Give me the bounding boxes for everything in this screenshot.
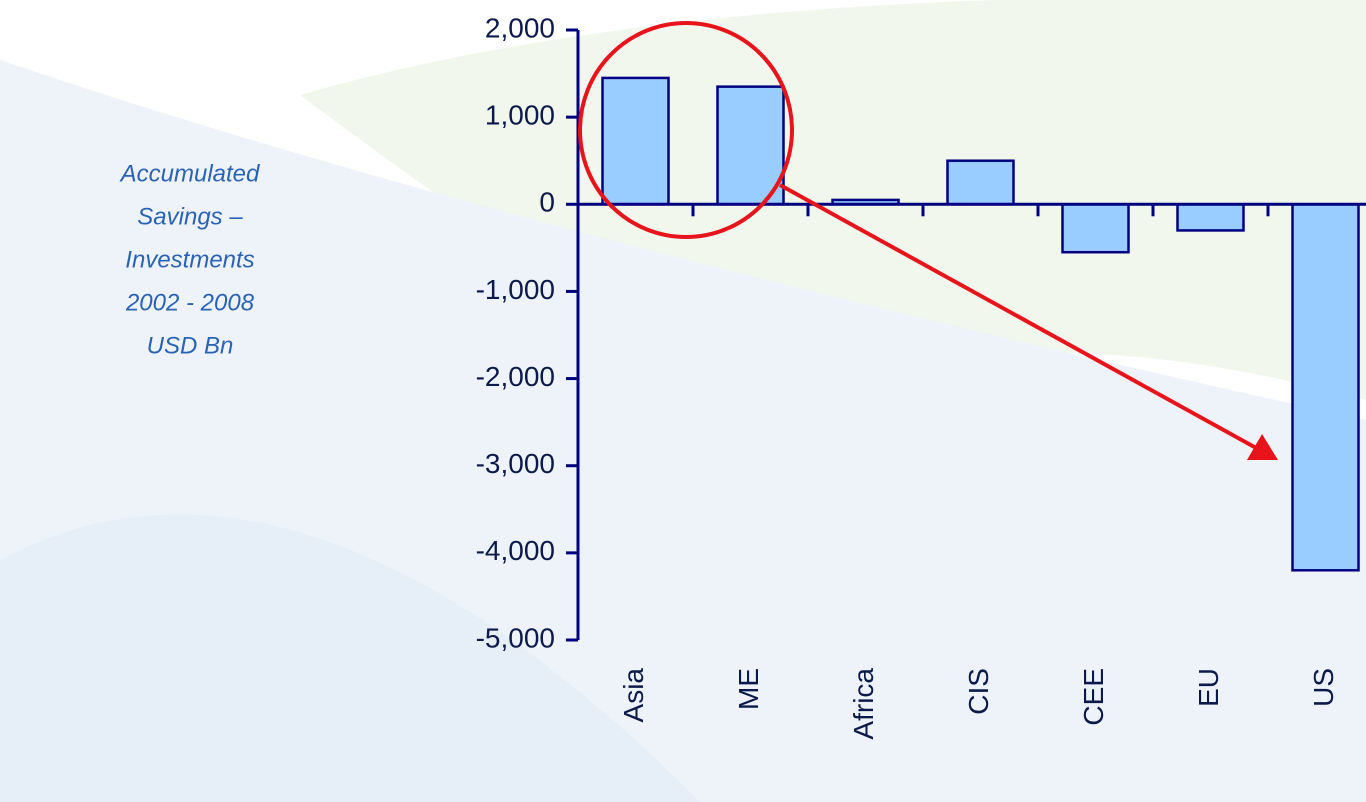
bar (1176, 203, 1245, 232)
bar (946, 159, 1015, 206)
highlight-circle (578, 21, 794, 239)
annotation-line: Investments (125, 246, 254, 273)
annotation-line: Savings – (137, 203, 243, 230)
annotation-line: 2002 - 2008 (125, 289, 255, 316)
y-tick-label: -4,000 (476, 535, 555, 566)
y-tick-label: -2,000 (476, 361, 555, 392)
y-tick-label: -5,000 (476, 622, 555, 653)
y-tick-label: 2,000 (485, 12, 555, 43)
bar (1291, 203, 1360, 572)
y-tick-label: 1,000 (485, 100, 555, 131)
arrow-head (1247, 434, 1278, 460)
x-tick-label: US (1308, 668, 1339, 707)
bar (601, 76, 670, 206)
y-tick-label: 0 (539, 187, 555, 218)
x-tick-label: ME (733, 668, 764, 710)
x-tick-label: CIS (963, 668, 994, 715)
y-tick-label: -1,000 (476, 274, 555, 305)
arrow-line (779, 183, 1259, 451)
annotation-line: USD Bn (147, 332, 234, 359)
bar (1061, 203, 1130, 254)
x-tick-label: CEE (1078, 668, 1109, 726)
bar (716, 85, 785, 206)
y-tick-label: -3,000 (476, 448, 555, 479)
x-tick-label: EU (1193, 668, 1224, 707)
x-tick-label: Africa (848, 668, 879, 740)
x-tick-label: Asia (618, 668, 649, 723)
annotation-line: Accumulated (119, 160, 260, 187)
